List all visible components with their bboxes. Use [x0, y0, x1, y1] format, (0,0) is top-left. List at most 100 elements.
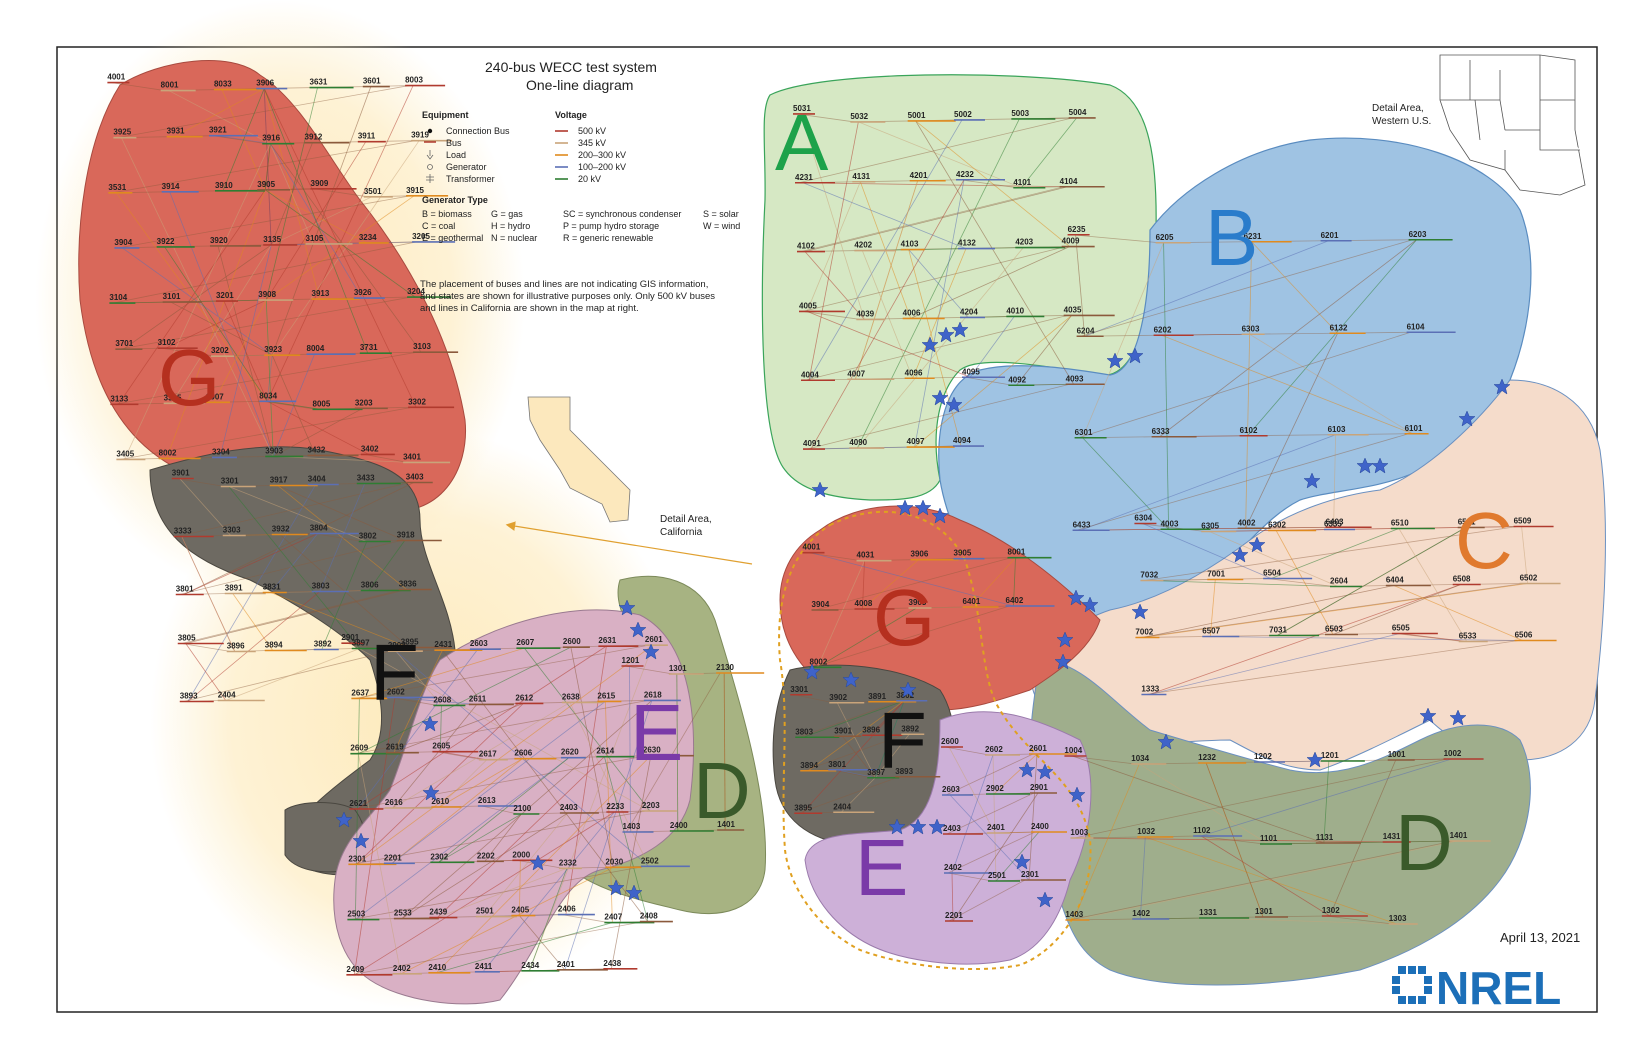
bus-label: 4092 [1008, 375, 1026, 384]
bus-label: 2602 [985, 745, 1003, 754]
bus-label: 1402 [1132, 909, 1150, 918]
transmission-line [353, 755, 647, 810]
bus-label: 3906 [911, 550, 929, 559]
bus-label: 1301 [669, 664, 687, 673]
transmission-line [269, 143, 422, 353]
transmission-line [796, 113, 855, 123]
transmission-line [1084, 240, 1329, 337]
bus-label: 7032 [1140, 571, 1158, 580]
bus-label: 2400 [1031, 822, 1049, 831]
bus-label: 2411 [475, 962, 493, 971]
bus-label: 8033 [214, 80, 232, 89]
transmission-line [321, 541, 368, 650]
bus-label: 4132 [958, 239, 976, 248]
transmission-line [1076, 433, 1409, 531]
transmission-line [391, 701, 606, 864]
transmission-line [1161, 334, 1413, 435]
transmission-line [355, 757, 570, 920]
bus-label: 2301 [348, 854, 366, 863]
transmission-line [1148, 580, 1339, 587]
bus-label: 3891 [225, 584, 243, 593]
bus-label: 3101 [163, 292, 181, 301]
bus-label: 2618 [644, 690, 662, 699]
transmission-line [802, 182, 1068, 188]
bus-label: 2405 [511, 906, 529, 915]
bus-label: 2605 [432, 742, 450, 751]
bus-label: 6102 [1240, 426, 1258, 435]
bus-label: 6508 [1453, 575, 1471, 584]
region-letter-B: B [1205, 193, 1258, 282]
bus-label: 3925 [113, 128, 131, 137]
transmission-line [1247, 239, 1417, 437]
bus-label: 4003 [1161, 519, 1179, 528]
transmission-line [114, 351, 418, 405]
bus-label: 3135 [263, 235, 281, 244]
transmission-line [357, 645, 607, 810]
gentype-label: N = nuclear [491, 233, 537, 243]
bus-label: 2400 [670, 821, 688, 830]
nrel-logo-text: NREL [1436, 962, 1561, 1014]
bus-label: 6402 [1006, 596, 1024, 605]
transmission-line [119, 296, 412, 350]
transmission-line [874, 700, 905, 778]
bus-label: 4007 [847, 369, 865, 378]
transmission-line [355, 644, 649, 699]
bus-label: 3601 [363, 77, 381, 86]
transmission-line [1210, 636, 1523, 641]
transmission-line [185, 643, 227, 701]
transmission-line [1332, 584, 1461, 635]
bus-label: 3917 [270, 476, 288, 485]
bus-label: 2603 [942, 785, 960, 794]
bus-label: 1232 [1198, 753, 1216, 762]
bus-label: 3901 [834, 726, 852, 735]
transmission-line [1145, 640, 1519, 695]
transmission-line [948, 879, 1026, 922]
bus-label: 3893 [180, 692, 198, 701]
transmission-line [183, 533, 318, 595]
bus-label: 4201 [910, 171, 928, 180]
note-line-2: and lines in California are shown in the… [420, 303, 639, 314]
region-letter-G-left: G [158, 333, 220, 422]
bus-label: 3923 [264, 345, 282, 354]
region-G-left [78, 60, 467, 512]
transmission-line [1207, 917, 1397, 925]
transmission-line [993, 753, 1038, 795]
bus-label: 1101 [1260, 834, 1278, 843]
transmission-line [625, 665, 673, 675]
transmission-line [802, 311, 861, 320]
bus-label: 2613 [478, 796, 496, 805]
transmission-line [1323, 760, 1330, 844]
transmission-line [401, 700, 653, 919]
legend-equipment-4: Transformer [446, 174, 495, 184]
bus-label: 3919 [411, 131, 429, 140]
region-letter-A: A [775, 98, 829, 187]
bus-label: 2407 [604, 913, 622, 922]
bus-label: 6502 [1520, 574, 1538, 583]
transmission-line [439, 705, 442, 752]
gentype-label: H = hydro [491, 221, 530, 231]
bus-label: 3908 [258, 290, 276, 299]
transmission-line [1149, 584, 1461, 695]
transmission-line [1139, 583, 1524, 638]
bus-label: 7002 [1135, 628, 1153, 637]
bus-label: 2600 [941, 737, 959, 746]
bus-label: 1102 [1193, 826, 1211, 835]
bus-label: 2501 [988, 871, 1006, 880]
bus-label: 3201 [216, 291, 234, 300]
transmission-line [840, 777, 876, 813]
bus-label: 6235 [1068, 225, 1086, 234]
bus-label: 3931 [167, 127, 185, 136]
bus-label: 4102 [797, 242, 815, 251]
bus-label: 2606 [514, 749, 532, 758]
transmission-line [914, 315, 1072, 448]
transmission-line [392, 704, 478, 809]
transmission-line [806, 383, 1070, 450]
transmission-line [804, 315, 1068, 381]
transmission-line [171, 244, 272, 404]
transmission-line [908, 249, 962, 447]
transmission-line [219, 244, 272, 458]
nrel-logo: NREL [1392, 962, 1561, 1014]
bus-label: 3501 [364, 187, 382, 196]
transformer-icon [426, 174, 434, 183]
